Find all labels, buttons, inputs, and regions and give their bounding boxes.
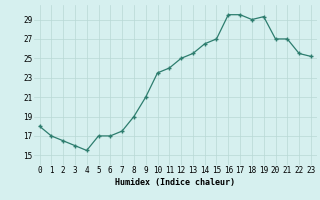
X-axis label: Humidex (Indice chaleur): Humidex (Indice chaleur) bbox=[115, 178, 235, 187]
